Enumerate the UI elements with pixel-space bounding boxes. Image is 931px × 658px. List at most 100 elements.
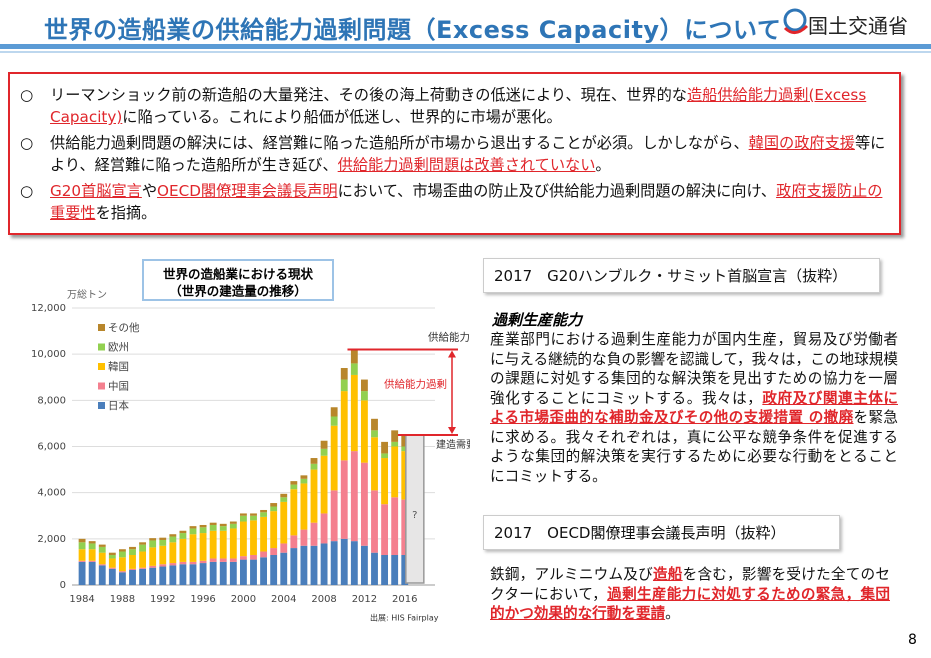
legend-swatch — [98, 402, 105, 409]
bar-segment — [340, 538, 348, 585]
section-heading: 2017 OECD閣僚理事会議長声明（抜粋） — [483, 515, 840, 550]
bar-segment — [371, 552, 378, 585]
x-tick-label: 1988 — [110, 594, 135, 605]
bar-segment — [219, 558, 227, 562]
bullet: ○ リーマンショック前の新造船の大量発注、その後の海上荷動きの低迷により、現在、世… — [20, 84, 891, 128]
bar-segment — [219, 526, 227, 531]
bar-segment — [239, 559, 247, 585]
bar-segment — [139, 551, 147, 568]
bar-segment — [290, 484, 298, 490]
summary-box: ○ リーマンショック前の新造船の大量発注、その後の海上荷動きの低迷により、現在、世… — [8, 72, 901, 235]
bar-segment — [280, 552, 288, 585]
bar-segment — [360, 545, 368, 585]
text: 。 — [595, 156, 611, 174]
emphasis-text: 供給能力過剰問題は改善されていない — [337, 156, 596, 174]
emphasis-text: 政府支援防止の重要性 — [50, 182, 883, 222]
bullet-marker: ○ — [20, 134, 34, 152]
section-heading: 2017 G20ハンブルク・サミット首脳宣言（抜粋） — [483, 258, 880, 293]
legend-swatch — [98, 343, 105, 351]
bar-segment — [371, 490, 378, 553]
bar-segment — [189, 564, 197, 585]
legend-swatch — [98, 324, 105, 331]
y-tick-label: 0 — [60, 580, 66, 591]
bar-segment — [219, 523, 227, 527]
bar-segment — [381, 453, 389, 459]
text: リーマンショック前の新造船の大量発注、その後の海上荷動きの低迷により、現在、世界… — [50, 86, 687, 104]
bar-segment — [330, 490, 338, 542]
chart-title: 世界の造船業における現状 — [163, 267, 314, 282]
bar-segment — [340, 391, 348, 461]
bar-segment — [330, 416, 338, 426]
bar-segment — [78, 549, 86, 561]
bar-segment — [209, 524, 217, 531]
bar-segment — [381, 504, 389, 555]
bar-segment — [270, 554, 278, 585]
bar-segment — [199, 524, 207, 528]
chart-title: （世界の建造量の推移） — [169, 284, 307, 299]
bar-segment — [118, 549, 126, 552]
paragraph: 鉄鋼，アルミニウム及び造船を含む，影響を受けた全てのセクターにおいて，過剰生産能… — [490, 565, 890, 624]
bar-segment — [300, 483, 308, 530]
bar-segment — [209, 522, 217, 525]
bar-segment — [310, 463, 318, 470]
bar-segment — [371, 430, 378, 438]
bar-segment — [129, 568, 136, 570]
text: 鉄鋼，アルミニウム及び — [490, 566, 653, 583]
bar-segment — [199, 563, 207, 585]
page-number: 8 — [908, 632, 917, 648]
bullet-marker: ○ — [20, 182, 34, 200]
bar-segment — [270, 548, 278, 555]
bar-segment — [229, 528, 237, 559]
bar-segment — [169, 565, 177, 585]
y-tick-label: 6,000 — [37, 442, 66, 453]
bar-segment — [118, 551, 126, 558]
bar-segment — [260, 557, 268, 585]
bar-segment — [179, 533, 187, 539]
bar-segment — [300, 478, 308, 484]
header-rule — [0, 51, 931, 53]
bar-segment — [118, 572, 126, 585]
bar-segment — [229, 523, 237, 529]
bar-segment — [360, 462, 368, 546]
future-box — [405, 434, 425, 584]
bar-segment — [118, 571, 126, 573]
bar-segment — [159, 537, 167, 540]
bar-segment — [260, 509, 268, 513]
bar-segment — [239, 521, 247, 557]
annotation: ? — [412, 510, 417, 521]
bar-segment — [98, 546, 106, 553]
bar-segment — [239, 513, 247, 516]
bar-segment — [310, 469, 318, 523]
bar-segment — [340, 368, 348, 380]
bar-segment — [159, 539, 167, 546]
emphasis-text: OECD閣僚理事会議長声明 — [157, 182, 338, 200]
x-tick-label: 2000 — [231, 594, 256, 605]
y-tick-label: 4,000 — [37, 488, 66, 499]
text: 等により、経営難に陥った造船所が生き延び、 — [50, 134, 886, 174]
x-tick-label: 1984 — [69, 594, 94, 605]
bullet-text: 供給能力過剰問題の解決には、経営難に陥った造船所が市場から退出することが必須。し… — [50, 132, 891, 176]
annotation: 建造需要 — [436, 438, 470, 451]
bullet: ○ 供給能力過剰問題の解決には、経営難に陥った造船所が市場から退出することが必須。… — [20, 132, 891, 176]
bar-segment — [88, 541, 96, 544]
subheading: 過剰生産能力 — [492, 311, 583, 329]
annotation: 供給能力 — [428, 331, 470, 344]
bar-segment — [290, 481, 298, 485]
header-rule — [0, 44, 931, 49]
bar-segment — [310, 458, 318, 464]
bar-segment — [88, 543, 96, 550]
legend-label: 韓国 — [108, 361, 129, 373]
bar-segment — [280, 501, 288, 544]
bar-segment — [300, 529, 308, 546]
bar-segment — [169, 534, 177, 537]
bar-segment — [78, 538, 86, 543]
bar-segment — [108, 554, 116, 559]
bar-segment — [401, 554, 409, 585]
bar-segment — [139, 544, 147, 552]
bar-segment — [360, 400, 368, 463]
emphasis-text: 政府及び関連主体による市場歪曲的な補助金及びその他の支援措置 の撤廃 — [490, 389, 898, 427]
bar-segment — [108, 568, 116, 585]
bar-segment — [229, 561, 237, 585]
bar-segment — [391, 497, 399, 555]
bar-segment — [340, 460, 348, 539]
